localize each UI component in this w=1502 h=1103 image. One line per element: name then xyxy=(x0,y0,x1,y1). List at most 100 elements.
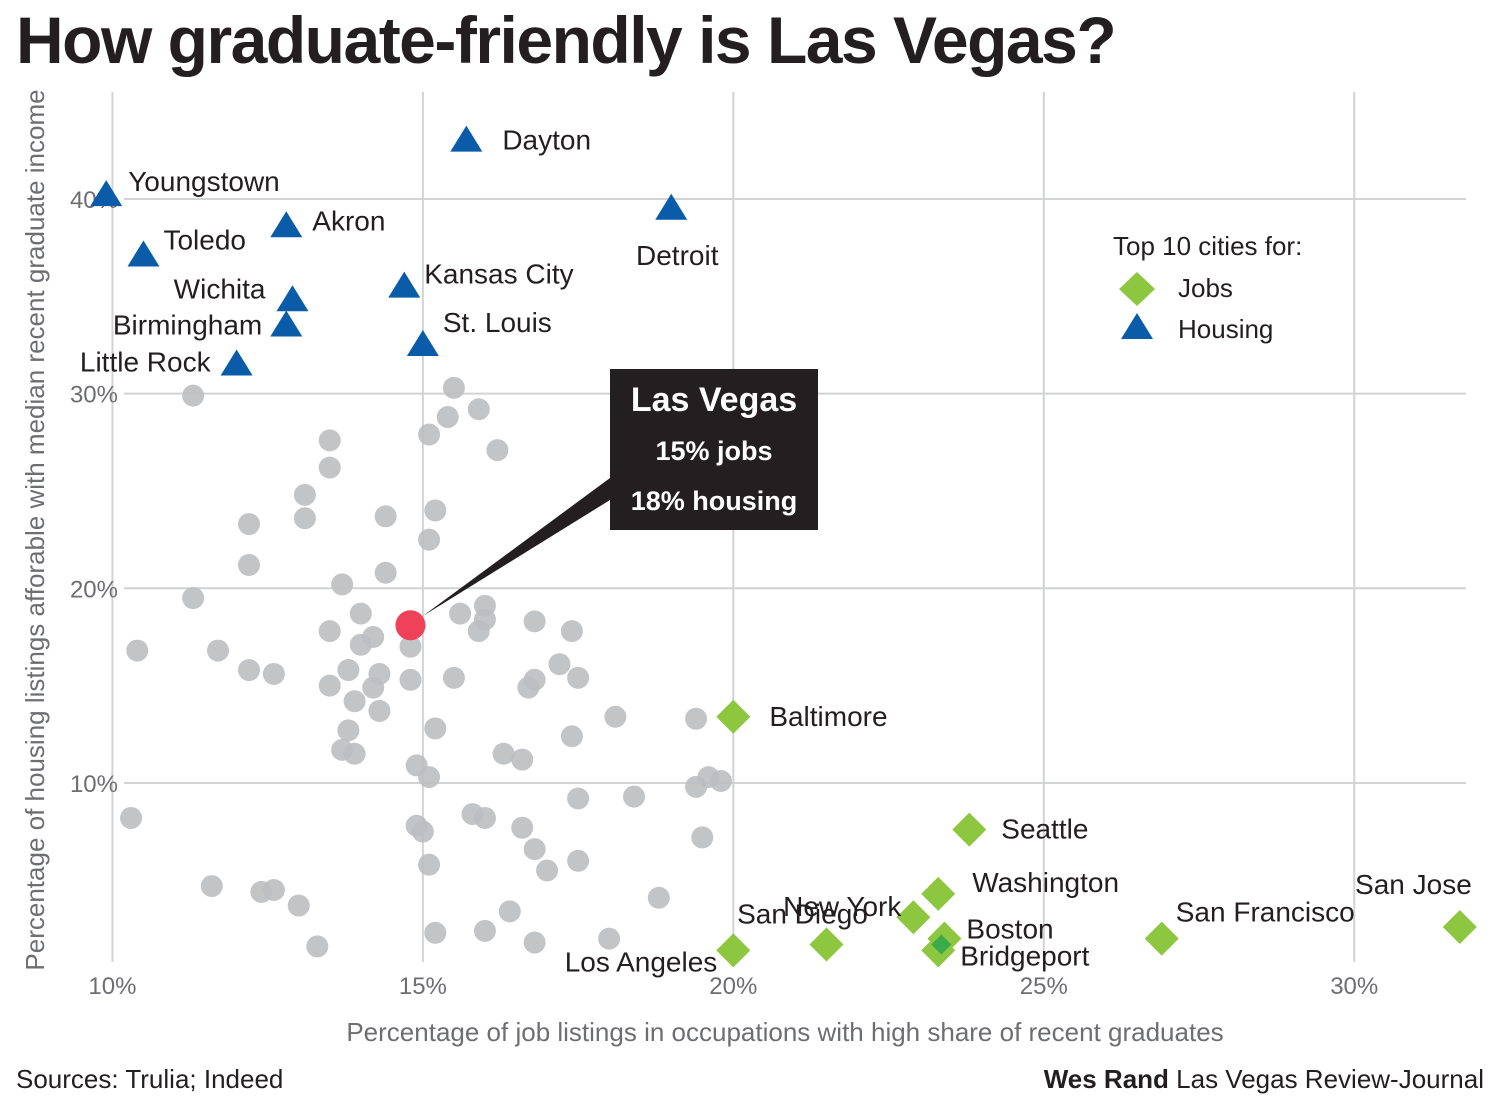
other-city-point xyxy=(331,573,354,596)
x-tick-label: 15% xyxy=(399,973,447,1000)
other-city-point xyxy=(498,900,521,923)
jobs-city-diamond xyxy=(716,933,751,968)
other-city-point xyxy=(337,719,360,742)
las-vegas-callout: Las Vegas 15% jobs 18% housing xyxy=(610,369,818,530)
housing-city-triangle xyxy=(655,193,688,220)
other-city-point xyxy=(523,610,546,633)
other-city-point xyxy=(511,748,534,771)
other-city-point xyxy=(418,528,441,551)
other-city-point xyxy=(337,659,360,682)
y-tick-label: 30% xyxy=(70,382,118,409)
other-city-point xyxy=(560,725,583,748)
other-city-point xyxy=(362,676,385,699)
other-city-point xyxy=(523,838,546,861)
other-city-point xyxy=(120,806,143,829)
housing-city-triangle xyxy=(270,211,303,238)
x-tick-label: 30% xyxy=(1330,973,1378,1000)
callout-jobs: 15% jobs xyxy=(655,436,772,466)
other-city-point xyxy=(567,666,590,689)
other-city-point xyxy=(567,787,590,810)
other-city-point xyxy=(442,666,465,689)
other-city-point xyxy=(622,785,645,808)
city-labels: Dayton Youngstown Detroit Akron Toledo Kansas… xyxy=(80,125,1472,978)
publication-name: Las Vegas Review-Journal xyxy=(1176,1064,1484,1094)
other-city-point xyxy=(598,927,621,950)
x-tick-label: 25% xyxy=(1020,973,1068,1000)
other-city-point xyxy=(424,717,447,740)
other-city-point xyxy=(399,668,422,691)
other-city-point xyxy=(318,429,341,452)
other-city-point xyxy=(262,878,285,901)
city-label: Akron xyxy=(312,205,385,236)
other-city-point xyxy=(343,690,366,713)
legend-jobs-label: Jobs xyxy=(1178,273,1233,303)
chart-title: How graduate-friendly is Las Vegas? xyxy=(16,3,1117,77)
other-city-point xyxy=(374,505,397,528)
other-city-point xyxy=(536,859,559,882)
city-label: Los Angeles xyxy=(565,946,718,977)
callout-leader xyxy=(422,478,610,617)
other-city-point xyxy=(126,639,149,662)
city-label: Dayton xyxy=(502,125,591,156)
other-city-point xyxy=(467,398,490,421)
scatter-chart: 10%15%20%25%30%10%20%30%40% Percentage o… xyxy=(20,89,1477,1047)
other-city-point xyxy=(647,886,670,909)
other-city-point xyxy=(368,699,391,722)
other-city-point xyxy=(293,507,316,530)
other-city-point xyxy=(206,639,229,662)
other-city-point xyxy=(567,849,590,872)
callout-pointer xyxy=(422,478,610,617)
legend-title: Top 10 cities for: xyxy=(1113,231,1302,261)
other-city-point xyxy=(238,513,261,536)
housing-city-triangle xyxy=(450,125,483,152)
city-label: Boston xyxy=(966,914,1053,945)
other-city-point xyxy=(418,423,441,446)
y-tick-label: 10% xyxy=(70,771,118,798)
other-city-point xyxy=(424,921,447,944)
other-city-point xyxy=(293,483,316,506)
author-name: Wes Rand xyxy=(1043,1064,1169,1094)
legend-housing-label: Housing xyxy=(1178,314,1273,344)
city-label: Seattle xyxy=(1001,814,1088,845)
housing-cities xyxy=(90,125,688,376)
sources-note: Sources: Trulia; Indeed xyxy=(16,1064,284,1094)
city-label: Washington xyxy=(972,867,1119,898)
callout-box xyxy=(610,369,818,530)
y-tick-label: 20% xyxy=(70,576,118,603)
other-city-point xyxy=(442,376,465,399)
jobs-city-diamond xyxy=(896,900,931,935)
other-city-point xyxy=(306,935,329,958)
city-label: New York xyxy=(783,891,902,922)
other-city-point xyxy=(709,769,732,792)
other-city-point xyxy=(182,384,205,407)
other-city-point xyxy=(318,674,341,697)
other-city-point xyxy=(473,806,496,829)
las-vegas-point xyxy=(395,610,426,641)
other-city-point xyxy=(399,635,422,658)
city-label: San Jose xyxy=(1355,869,1472,900)
city-label: Birmingham xyxy=(113,310,262,341)
callout-title: Las Vegas xyxy=(631,381,797,419)
y-axis-title: Percentage of housing listings afforable… xyxy=(20,89,50,970)
jobs-city-diamond xyxy=(921,876,956,911)
city-label: San Francisco xyxy=(1176,897,1355,928)
jobs-cities xyxy=(716,699,1477,968)
other-city-point xyxy=(238,553,261,576)
other-city-point xyxy=(560,620,583,643)
other-city-point xyxy=(374,561,397,584)
other-city-point xyxy=(349,602,372,625)
other-city-point xyxy=(436,406,459,429)
x-axis-title: Percentage of job listings in occupation… xyxy=(346,1017,1223,1047)
city-label: Little Rock xyxy=(80,346,212,377)
other-city-point xyxy=(343,742,366,765)
city-label: Bridgeport xyxy=(960,940,1089,971)
other-city-point xyxy=(685,707,708,730)
city-label: Wichita xyxy=(174,273,266,304)
housing-city-triangle xyxy=(220,349,253,376)
other-city-point xyxy=(473,919,496,942)
other-city-point xyxy=(691,826,714,849)
other-city-point xyxy=(182,587,205,610)
other-city-point xyxy=(200,875,223,898)
other-city-point xyxy=(318,456,341,479)
other-city-point xyxy=(362,625,385,648)
